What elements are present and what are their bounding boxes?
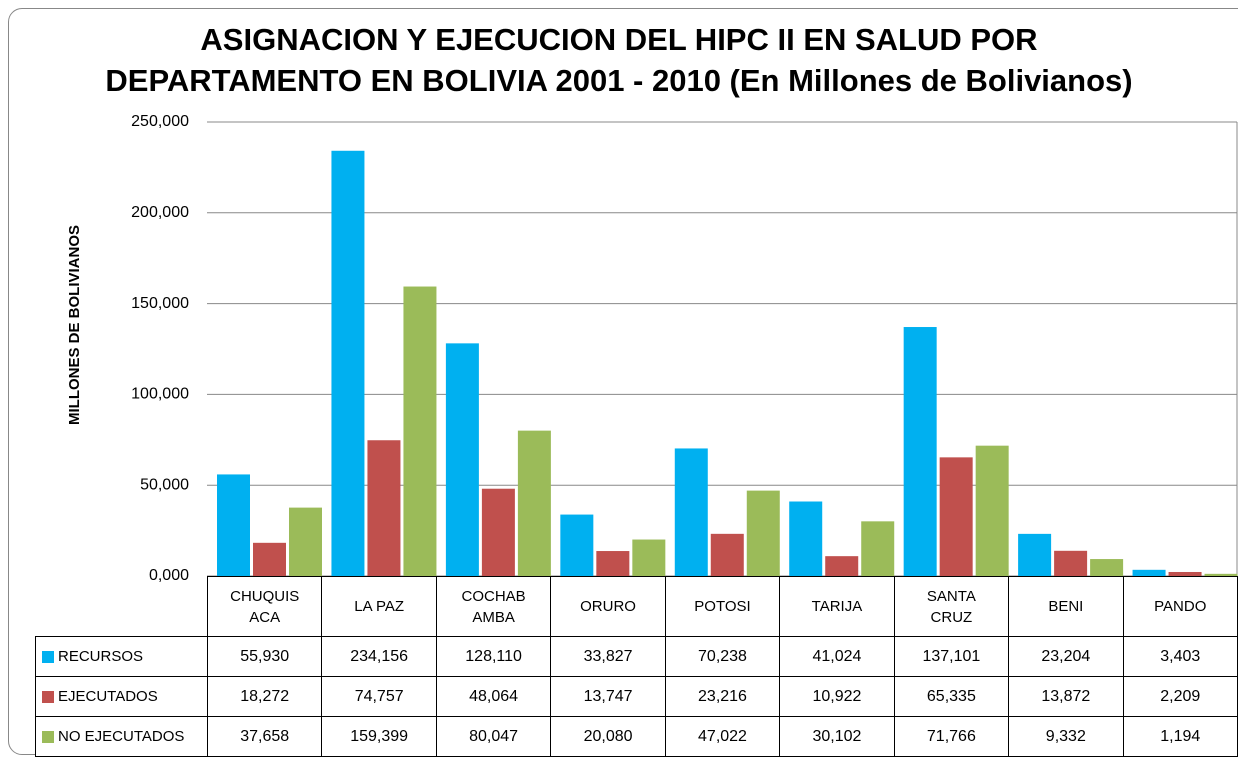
bar — [632, 539, 666, 576]
x-tick-label: SANTA CRUZ — [926, 587, 976, 626]
chart-title: ASIGNACION Y EJECUCION DEL HIPC II EN SA… — [200, 22, 1038, 57]
data-label: 1,194 — [1122, 716, 1238, 757]
legend-cell: EJECUTADOS — [35, 676, 208, 717]
bar — [903, 327, 937, 576]
bar — [403, 286, 437, 576]
bar — [1132, 569, 1166, 576]
data-label: 37,658 — [207, 716, 323, 757]
bar — [445, 343, 479, 576]
bar — [367, 440, 401, 576]
x-tick-label: PANDO — [1154, 598, 1207, 615]
data-label: 70,238 — [664, 636, 781, 677]
x-tick-label: BENI — [1048, 598, 1084, 615]
data-label: 23,204 — [1008, 636, 1124, 677]
bar — [789, 501, 823, 576]
bar — [596, 551, 630, 576]
category-cell: POTOSI — [664, 576, 781, 637]
bar — [217, 474, 250, 576]
category-cell: ORURO — [550, 576, 666, 637]
data-label: 20,080 — [550, 716, 666, 757]
data-label: 13,747 — [550, 676, 666, 717]
bar — [289, 507, 322, 576]
data-label: 65,335 — [893, 676, 1010, 717]
bar — [1054, 550, 1088, 576]
data-label: 48,064 — [435, 676, 552, 717]
category-cell: SANTA CRUZ — [893, 576, 1010, 637]
bar — [1168, 571, 1202, 576]
data-label: 234,156 — [321, 636, 437, 677]
category-cell: CHUQUISACA — [207, 576, 323, 637]
legend-cell: NO EJECUTADOS — [35, 716, 208, 757]
x-tick-label: CHUQUISACA — [230, 587, 300, 626]
legend-swatch — [42, 650, 54, 663]
category-cell: LA PAZ — [321, 576, 437, 637]
bar — [674, 448, 708, 576]
data-label: 33,827 — [550, 636, 666, 677]
legend-label: RECURSOS — [58, 648, 144, 665]
bar — [825, 556, 859, 576]
data-label: 10,922 — [779, 676, 895, 717]
x-tick-label: TARIJA — [811, 598, 863, 615]
data-label: 80,047 — [435, 716, 552, 757]
bar — [1018, 533, 1052, 576]
y-tick-label: 200,000 — [131, 204, 189, 221]
y-tick-label: 250,000 — [131, 113, 189, 130]
data-label: 13,872 — [1008, 676, 1124, 717]
bar — [481, 488, 515, 576]
x-tick-label: LA PAZ — [354, 598, 405, 615]
legend-label: NO EJECUTADOS — [58, 728, 185, 745]
y-tick-label: 100,000 — [131, 386, 189, 403]
data-label: 47,022 — [664, 716, 781, 757]
x-tick-label: POTOSI — [694, 598, 751, 615]
data-label: 74,757 — [321, 676, 437, 717]
data-label: 3,403 — [1122, 636, 1238, 677]
bar — [710, 533, 744, 576]
data-label: 18,272 — [207, 676, 323, 717]
category-cell: COCHABAMBA — [435, 576, 552, 637]
y-axis-label: MILLONES DE BOLIVIANOS — [66, 225, 83, 425]
category-cell: PANDO — [1122, 576, 1238, 637]
data-label: 41,024 — [779, 636, 895, 677]
y-tick-label: 0,000 — [149, 567, 189, 584]
data-label: 9,332 — [1008, 716, 1124, 757]
category-cell: BENI — [1008, 576, 1124, 637]
bar — [560, 514, 594, 576]
bar — [1090, 559, 1124, 576]
category-cell: TARIJA — [779, 576, 895, 637]
data-label: 55,930 — [207, 636, 323, 677]
bar — [1204, 573, 1238, 576]
x-tick-label: COCHABAMBA — [461, 587, 526, 626]
data-label: 159,399 — [321, 716, 437, 757]
bar — [975, 445, 1009, 576]
data-label: 137,101 — [893, 636, 1010, 677]
y-tick-label: 50,000 — [140, 476, 189, 493]
data-label: 128,110 — [435, 636, 552, 677]
legend-swatch — [42, 690, 54, 703]
y-tick-label: 150,000 — [131, 295, 189, 312]
bar — [939, 457, 973, 576]
legend-cell: RECURSOS — [35, 636, 208, 677]
data-label: 71,766 — [893, 716, 1010, 757]
bar — [253, 542, 286, 576]
bar — [331, 150, 365, 576]
data-label: 30,102 — [779, 716, 895, 757]
x-tick-label: ORURO — [580, 598, 636, 615]
bar — [517, 430, 551, 576]
legend-label: EJECUTADOS — [58, 688, 158, 705]
legend-swatch — [42, 730, 54, 743]
bar — [746, 490, 780, 576]
data-label: 23,216 — [664, 676, 781, 717]
bar — [861, 521, 895, 576]
data-label: 2,209 — [1122, 676, 1238, 717]
chart-title: DEPARTAMENTO EN BOLIVIA 2001 - 2010 (En … — [105, 63, 1133, 98]
